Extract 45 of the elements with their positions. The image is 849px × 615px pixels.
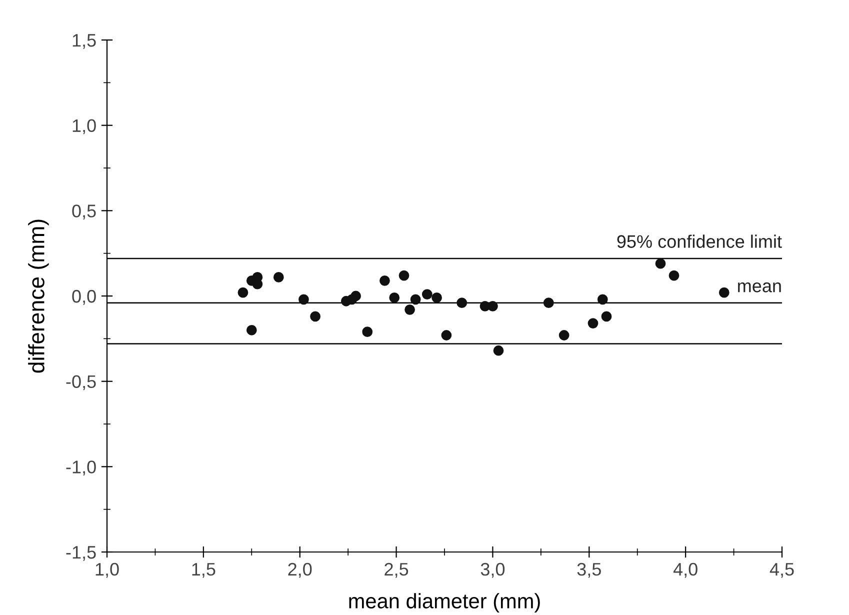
x-tick-label: 1,0 [96, 562, 119, 578]
point [588, 318, 598, 328]
point [601, 311, 612, 322]
x-tick-label: 2,5 [384, 562, 408, 578]
y-tick-label: -1,0 [66, 460, 96, 476]
point [668, 270, 680, 281]
point [422, 289, 432, 300]
point [246, 324, 257, 336]
point [298, 294, 309, 305]
point [380, 275, 390, 286]
x-tick-label: 3,0 [480, 562, 505, 578]
x-tick-label: 1,5 [192, 563, 216, 578]
x-tick-label: 3,5 [577, 562, 601, 578]
y-tick-label: 1,5 [72, 34, 96, 49]
point [273, 272, 284, 282]
point [488, 301, 498, 312]
point [238, 287, 248, 298]
ref-line-label: 95% confidence limit [617, 234, 782, 248]
point [389, 292, 400, 303]
point [404, 304, 415, 315]
y-tick-label: -1,5 [66, 546, 96, 561]
y-tick-label: 0,0 [72, 290, 96, 305]
point [558, 330, 570, 340]
y-tick-label: -0,5 [66, 375, 96, 390]
point [718, 287, 730, 298]
point [432, 292, 442, 303]
point [410, 294, 421, 305]
y-axis-title: difference (mm) [28, 220, 49, 373]
point [456, 298, 468, 308]
point [362, 326, 373, 338]
x-tick-label: 4,0 [673, 562, 698, 578]
point [493, 345, 504, 356]
x-tick-label: 4,5 [770, 563, 794, 578]
point [441, 330, 452, 340]
point [543, 298, 554, 308]
y-tick-label: 0,5 [72, 204, 96, 220]
point [398, 270, 410, 281]
point [310, 311, 320, 322]
point [655, 258, 666, 269]
point [350, 290, 361, 302]
ref-line-label: mean [738, 282, 781, 292]
x-axis-title: mean diameter (mm) [349, 593, 540, 613]
y-tick-label: 1,0 [72, 119, 96, 134]
point [597, 294, 608, 305]
x-tick-label: 2,0 [288, 562, 312, 578]
